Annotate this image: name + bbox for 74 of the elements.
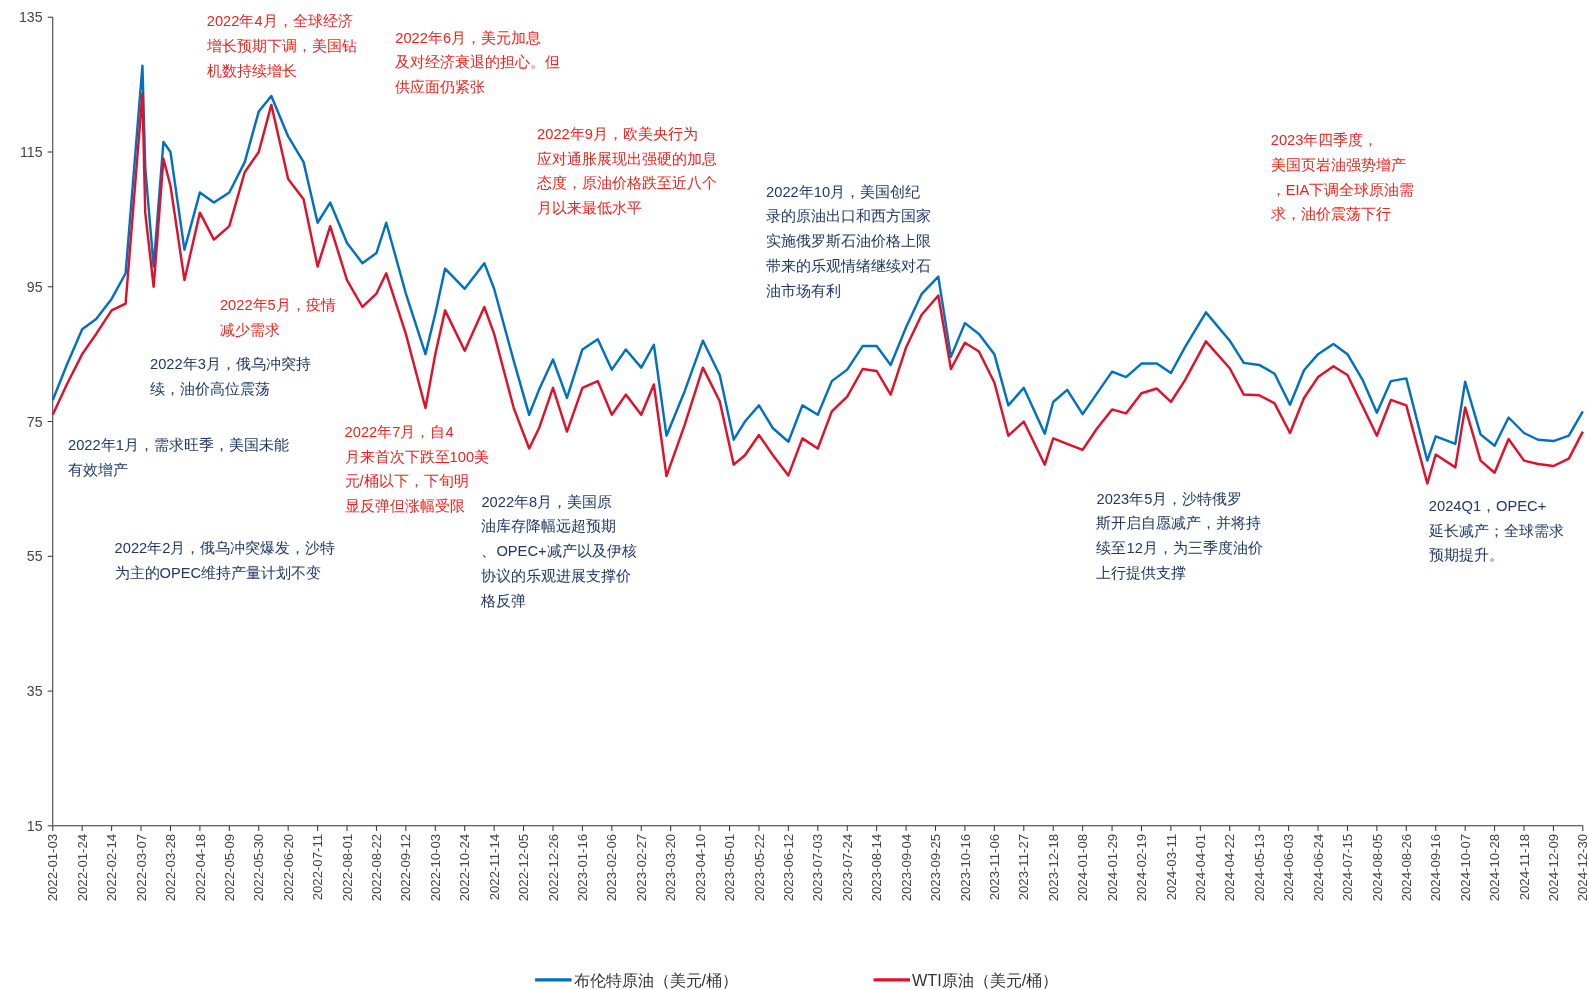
x-tick-label: 2022-09-12 [398, 833, 414, 902]
y-tick-label: 35 [26, 683, 43, 700]
x-tick-label: 2023-11-27 [1016, 833, 1032, 901]
annotation: 2022年10月，美国创纪录的原油出口和西方国家实施俄罗斯石油价格上限带来的乐观情绪继续对石油市场有利 [766, 183, 932, 299]
x-tick-label: 2023-02-27 [633, 833, 649, 902]
x-tick-label: 2022-03-28 [163, 833, 179, 902]
x-tick-label: 2023-07-03 [810, 833, 826, 902]
x-tick-label: 2023-09-04 [898, 833, 914, 902]
x-tick-label: 2024-04-01 [1192, 833, 1208, 902]
annotation: 2022年9月，欧美央行为应对通胀展现出强硬的加息态度，原油价格跌至近八个月以来最低水平 [536, 125, 718, 217]
x-tick-label: 2024-01-08 [1075, 833, 1091, 902]
x-tick-label: 2023-08-14 [869, 833, 885, 902]
legend-label: 布伦特原油（美元/桶） [573, 970, 739, 989]
annotation: 2022年1月，需求旺季，美国未能有效增产 [67, 436, 289, 478]
x-tick-label: 2024-03-11 [1163, 833, 1179, 901]
x-tick-label: 2024-04-22 [1222, 833, 1238, 902]
x-tick-label: 2024-07-15 [1340, 833, 1356, 902]
y-tick-label: 15 [26, 817, 43, 834]
x-tick-label: 2023-04-10 [692, 833, 708, 902]
x-tick-label: 2022-08-22 [369, 833, 385, 902]
annotation: 2023年5月，沙特俄罗斯开启自愿减产，并将持续至12月，为三季度油价上行提供支撑 [1096, 490, 1263, 582]
x-tick-label: 2022-02-14 [104, 833, 120, 902]
x-tick-label: 2022-06-20 [280, 833, 296, 902]
x-tick-label: 2024-08-26 [1398, 833, 1414, 902]
x-tick-label: 2024-02-19 [1134, 833, 1150, 902]
x-tick-label: 2024-05-13 [1251, 833, 1267, 902]
x-tick-label: 2022-11-14 [486, 833, 502, 901]
annotation: 2023年四季度，美国页岩油强势增产，EIA下调全球原油需求，油价震荡下行 [1270, 131, 1415, 223]
x-tick-label: 2023-06-12 [780, 833, 796, 902]
x-tick-label: 2022-01-24 [74, 833, 90, 902]
y-tick-label: 95 [26, 278, 43, 295]
x-tick-label: 2024-12-30 [1575, 833, 1589, 902]
x-tick-label: 2024-06-24 [1310, 833, 1326, 902]
x-tick-label: 2022-07-11 [310, 833, 326, 901]
x-tick-label: 2022-10-24 [457, 833, 473, 902]
x-tick-label: 2023-10-16 [957, 833, 973, 902]
x-tick-label: 2022-05-09 [221, 833, 237, 902]
annotation: 2022年3月，俄乌冲突持续，油价高位震荡 [150, 355, 311, 397]
y-tick-label: 115 [20, 143, 43, 160]
annotation: 2022年4月，全球经济增长预期下调，美国钻机数持续增长 [205, 13, 357, 79]
annotation: 2024Q1，OPEC+延长减产；全球需求预期提升。 [1427, 497, 1564, 564]
x-tick-label: 2022-08-01 [339, 833, 355, 902]
x-tick-label: 2024-06-03 [1281, 833, 1297, 902]
x-tick-label: 2023-09-25 [928, 833, 944, 902]
y-tick-label: 55 [26, 548, 43, 565]
x-tick-label: 2023-02-06 [604, 833, 620, 902]
x-tick-label: 2023-11-06 [986, 833, 1002, 901]
annotation: 2022年5月，疫情减少需求 [219, 297, 336, 338]
y-tick-label: 75 [26, 413, 43, 430]
x-tick-label: 2023-05-22 [751, 833, 767, 902]
legend-label: WTI原油（美元/桶） [912, 970, 1059, 989]
x-tick-label: 2022-10-03 [427, 833, 443, 902]
x-tick-label: 2023-12-18 [1045, 833, 1061, 902]
x-tick-label: 2022-12-26 [545, 833, 561, 902]
x-tick-label: 2023-01-16 [575, 833, 591, 902]
x-tick-label: 2024-08-05 [1369, 833, 1385, 902]
x-tick-label: 2024-12-09 [1546, 833, 1562, 902]
y-tick-label: 135 [18, 9, 43, 26]
x-tick-label: 2024-09-16 [1428, 833, 1444, 902]
x-tick-label: 2022-03-07 [133, 833, 149, 902]
x-tick-label: 2023-03-20 [663, 833, 679, 902]
x-tick-label: 2022-12-05 [516, 833, 532, 902]
annotation: 2022年8月，美国原油库存降幅远超预期、OPEC+减产以及伊核协议的乐观进展支撑价格反弹 [480, 493, 637, 609]
x-tick-label: 2023-07-24 [839, 833, 855, 902]
x-tick-label: 2022-04-18 [192, 833, 208, 902]
x-tick-label: 2022-01-03 [45, 833, 61, 902]
x-tick-label: 2023-05-01 [722, 833, 738, 902]
x-tick-label: 2024-10-07 [1457, 833, 1473, 902]
x-tick-label: 2022-05-30 [251, 833, 267, 902]
annotation: 2022年6月，美元加息及对经济衰退的担心。但供应面仍紧张 [395, 29, 561, 96]
x-tick-label: 2024-01-29 [1104, 833, 1120, 902]
x-tick-label: 2024-10-28 [1487, 833, 1503, 902]
annotation: 2022年2月，俄乌冲突爆发，沙特为主的OPEC维持产量计划不变 [114, 540, 336, 582]
x-tick-label: 2024-11-18 [1516, 833, 1532, 901]
